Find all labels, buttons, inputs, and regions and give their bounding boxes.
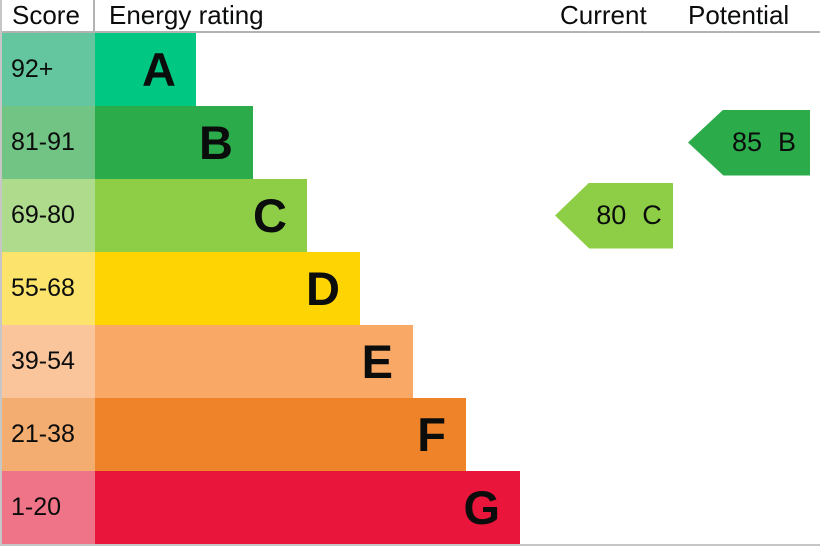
band-row-e: 39-54 E <box>0 325 820 398</box>
band-row-g: 1-20 G <box>0 471 820 544</box>
bottom-border <box>0 544 820 546</box>
band-row-b: 81-91 B <box>0 106 820 179</box>
current-rating-letter: C <box>642 200 662 230</box>
current-rating-value: 80 <box>596 200 627 230</box>
energy-rating-column-header: Energy rating <box>109 0 264 30</box>
right-border <box>0 0 2 544</box>
band-row-c: 69-80 C <box>0 179 820 252</box>
band-bar-a: A <box>95 33 196 106</box>
potential-column-header: Potential <box>688 0 790 30</box>
potential-rating-value: 85 <box>731 127 763 157</box>
band-row-a: 92+ A <box>0 33 820 106</box>
band-bar-d: D <box>95 252 360 325</box>
band-score-range: 69-80 <box>0 179 95 252</box>
band-bar-f: F <box>95 398 466 471</box>
chart-header: Score Energy rating Current Potential <box>0 0 820 33</box>
band-row-f: 21-38 F <box>0 398 820 471</box>
band-bar-g: G <box>95 471 520 544</box>
band-bar-c: C <box>95 179 307 252</box>
band-score-range: 81-91 <box>0 106 95 179</box>
band-bar-e: E <box>95 325 413 398</box>
band-bar-b: B <box>95 106 253 179</box>
band-score-range: 55-68 <box>0 252 95 325</box>
band-score-range: 39-54 <box>0 325 95 398</box>
potential-rating-letter: B <box>778 127 797 157</box>
score-column-header: Score <box>0 0 95 31</box>
band-score-range: 21-38 <box>0 398 95 471</box>
band-score-range: 92+ <box>0 33 95 106</box>
band-score-range: 1-20 <box>0 471 95 544</box>
band-rows: 92+ A 81-91 B 69-80 C 55-68 D 39-54 E 21-38 F 1-20 G <box>0 33 820 544</box>
band-row-d: 55-68 D <box>0 252 820 325</box>
current-column-header: Current <box>560 0 647 30</box>
